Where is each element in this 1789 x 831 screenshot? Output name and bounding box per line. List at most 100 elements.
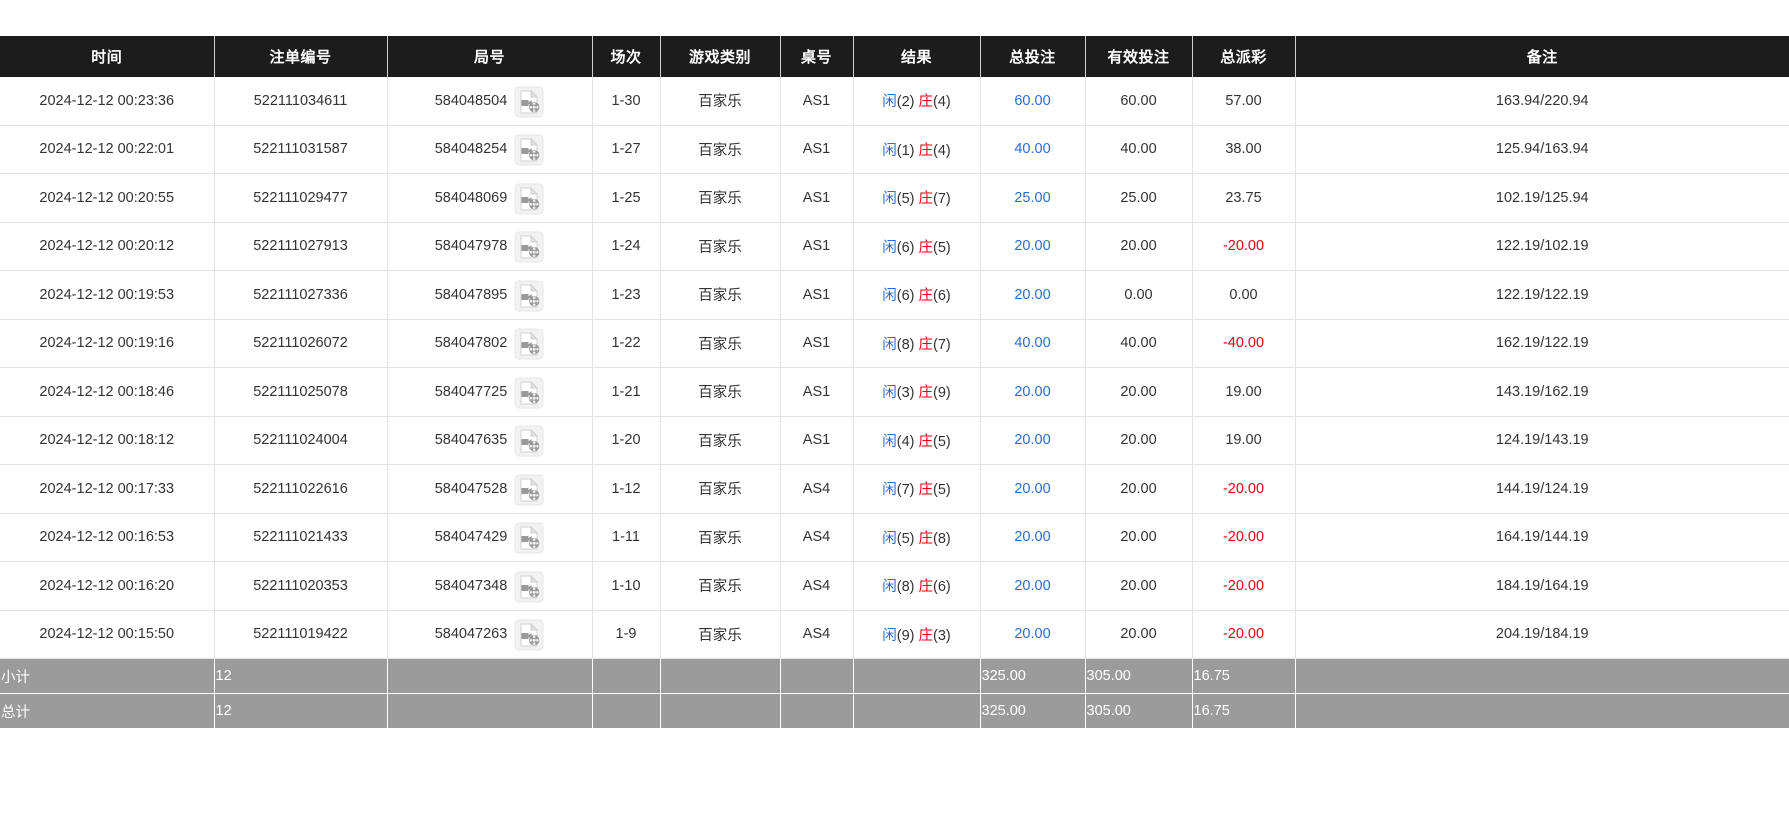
table-row[interactable]: 2024-12-12 00:23:36 522111034611 584048504… bbox=[0, 77, 1789, 126]
cell-order-no: 522111027336 bbox=[214, 270, 388, 320]
round-no-text: 584048254 bbox=[434, 141, 508, 158]
cell-valid-bet: 20.00 bbox=[1085, 416, 1193, 465]
cell-valid-bet: 60.00 bbox=[1085, 77, 1193, 126]
table-row[interactable]: 2024-12-12 00:17:33 522111022616 584047528… bbox=[0, 464, 1789, 514]
table-row[interactable]: 2024-12-12 00:16:53 522111021433 584047429… bbox=[0, 513, 1789, 562]
cell-payout: -20.00 bbox=[1192, 610, 1296, 659]
column-header-valid_bet[interactable]: 有效投注 bbox=[1085, 36, 1193, 77]
cell-round-no: 584047429 bbox=[387, 513, 593, 562]
cell-payout: 0.00 bbox=[1192, 270, 1296, 320]
column-header-table_no[interactable]: 桌号 bbox=[780, 36, 854, 77]
video-record-icon[interactable] bbox=[514, 425, 544, 457]
round-no-text: 584047429 bbox=[434, 529, 508, 546]
cell-table-no: AS1 bbox=[780, 270, 854, 320]
result-banker-label: 庄 bbox=[918, 482, 934, 499]
cell-order-no: 522111025078 bbox=[214, 367, 388, 417]
column-header-session[interactable]: 场次 bbox=[592, 36, 661, 77]
cell-remark: 184.19/164.19 bbox=[1295, 561, 1789, 611]
cell-game-type: 百家乐 bbox=[660, 319, 781, 368]
table-row[interactable]: 2024-12-12 00:20:12 522111027913 584047978… bbox=[0, 222, 1789, 271]
cell-round-no: 584047348 bbox=[387, 561, 593, 611]
cell-total-bet: 25.00 bbox=[980, 173, 1086, 223]
summary-session bbox=[592, 693, 661, 729]
cell-payout: -20.00 bbox=[1192, 222, 1296, 271]
cell-game-type: 百家乐 bbox=[660, 610, 781, 659]
cell-round-no: 584047528 bbox=[387, 464, 593, 514]
cell-total-bet: 20.00 bbox=[980, 561, 1086, 611]
round-no-text: 584047978 bbox=[434, 238, 508, 255]
summary-valid-bet: 305.00 bbox=[1085, 693, 1193, 729]
cell-remark: 122.19/102.19 bbox=[1295, 222, 1789, 271]
cell-order-no: 522111034611 bbox=[214, 77, 388, 126]
cell-valid-bet: 20.00 bbox=[1085, 464, 1193, 514]
video-record-icon[interactable] bbox=[514, 474, 544, 506]
video-record-icon[interactable] bbox=[514, 86, 544, 118]
table-row[interactable]: 2024-12-12 00:15:50 522111019422 584047263… bbox=[0, 610, 1789, 659]
video-record-icon[interactable] bbox=[514, 619, 544, 651]
column-header-total_bet[interactable]: 总投注 bbox=[980, 36, 1086, 77]
column-header-game_type[interactable]: 游戏类别 bbox=[660, 36, 781, 77]
cell-time: 2024-12-12 00:22:01 bbox=[0, 125, 215, 174]
video-record-icon[interactable] bbox=[514, 328, 544, 360]
column-header-order_no[interactable]: 注单编号 bbox=[214, 36, 388, 77]
column-header-payout[interactable]: 总派彩 bbox=[1192, 36, 1296, 77]
cell-result: 闲(6) 庄(5) bbox=[853, 222, 981, 271]
cell-valid-bet: 20.00 bbox=[1085, 367, 1193, 417]
result-player-value: (1) bbox=[896, 142, 915, 159]
column-header-time[interactable]: 时间 bbox=[0, 36, 215, 77]
table-row[interactable]: 2024-12-12 00:22:01 522111031587 584048254… bbox=[0, 125, 1789, 174]
table-row[interactable]: 2024-12-12 00:18:46 522111025078 584047725… bbox=[0, 367, 1789, 417]
cell-time: 2024-12-12 00:15:50 bbox=[0, 610, 215, 659]
cell-result: 闲(2) 庄(4) bbox=[853, 77, 981, 126]
result-banker-value: (4) bbox=[933, 94, 951, 111]
table-row[interactable]: 2024-12-12 00:19:16 522111026072 584047802… bbox=[0, 319, 1789, 368]
result-player-label: 闲 bbox=[882, 94, 897, 111]
betting-records-table: 时间 注单编号 局号 场次 游戏类别 桌号 结果 总投注 有效投注 总派彩 备注 2024-12-1… bbox=[0, 36, 1789, 729]
cell-round-no: 584048504 bbox=[387, 77, 593, 126]
cell-session: 1-24 bbox=[592, 222, 661, 271]
table-row[interactable]: 2024-12-12 00:16:20 522111020353 584047348… bbox=[0, 561, 1789, 611]
cell-time: 2024-12-12 00:16:20 bbox=[0, 561, 215, 611]
cell-session: 1-23 bbox=[592, 270, 661, 320]
summary-remark bbox=[1295, 658, 1789, 694]
result-banker-label: 庄 bbox=[918, 627, 934, 644]
result-banker-value: (8) bbox=[933, 530, 951, 547]
cell-payout: -20.00 bbox=[1192, 464, 1296, 514]
cell-session: 1-20 bbox=[592, 416, 661, 465]
table-row[interactable]: 2024-12-12 00:20:55 522111029477 584048069… bbox=[0, 173, 1789, 223]
video-record-icon[interactable] bbox=[514, 377, 544, 409]
table-header: 时间 注单编号 局号 场次 游戏类别 桌号 结果 总投注 有效投注 总派彩 备注 bbox=[0, 36, 1789, 77]
cell-time: 2024-12-12 00:18:46 bbox=[0, 367, 215, 417]
summary-total-bet: 325.00 bbox=[980, 693, 1086, 729]
cell-order-no: 522111021433 bbox=[214, 513, 388, 562]
cell-time: 2024-12-12 00:19:53 bbox=[0, 270, 215, 320]
cell-total-bet: 20.00 bbox=[980, 367, 1086, 417]
table-header-row: 时间 注单编号 局号 场次 游戏类别 桌号 结果 总投注 有效投注 总派彩 备注 bbox=[0, 36, 1789, 77]
table-row[interactable]: 2024-12-12 00:18:12 522111024004 584047635… bbox=[0, 416, 1789, 465]
cell-payout: 23.75 bbox=[1192, 173, 1296, 223]
video-record-icon[interactable] bbox=[514, 183, 544, 215]
column-header-round_no[interactable]: 局号 bbox=[387, 36, 593, 77]
cell-round-no: 584048069 bbox=[387, 173, 593, 223]
cell-table-no: AS4 bbox=[780, 610, 854, 659]
video-record-icon[interactable] bbox=[514, 231, 544, 263]
table-row[interactable]: 2024-12-12 00:19:53 522111027336 584047895… bbox=[0, 270, 1789, 320]
video-record-icon[interactable] bbox=[514, 280, 544, 312]
cell-session: 1-12 bbox=[592, 464, 661, 514]
summary-round-no bbox=[387, 693, 593, 729]
cell-payout: 19.00 bbox=[1192, 367, 1296, 417]
result-player-label: 闲 bbox=[882, 530, 897, 547]
result-banker-label: 庄 bbox=[918, 94, 934, 111]
video-record-icon[interactable] bbox=[514, 571, 544, 603]
result-player-value: (2) bbox=[896, 94, 915, 111]
cell-valid-bet: 40.00 bbox=[1085, 125, 1193, 174]
video-record-icon[interactable] bbox=[514, 522, 544, 554]
cell-remark: 143.19/162.19 bbox=[1295, 367, 1789, 417]
summary-total-bet: 325.00 bbox=[980, 658, 1086, 694]
video-record-icon[interactable] bbox=[514, 134, 544, 166]
cell-session: 1-25 bbox=[592, 173, 661, 223]
column-header-result[interactable]: 结果 bbox=[853, 36, 981, 77]
cell-round-no: 584047802 bbox=[387, 319, 593, 368]
column-header-remark[interactable]: 备注 bbox=[1295, 36, 1789, 77]
cell-payout: -20.00 bbox=[1192, 561, 1296, 611]
